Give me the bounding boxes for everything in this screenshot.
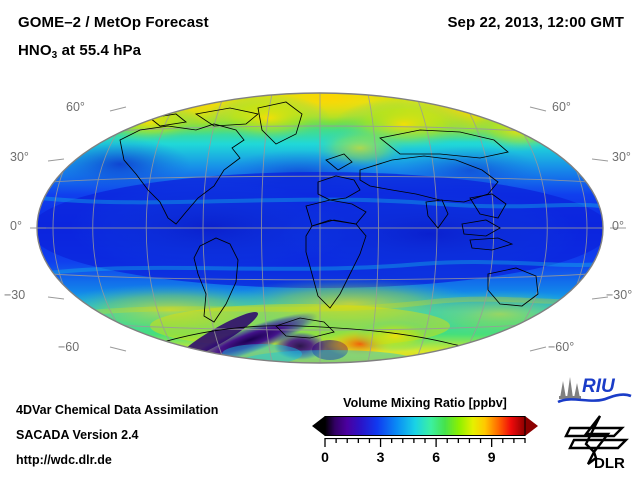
lat-label-right-60: 60° xyxy=(552,100,571,114)
species-level: at 55.4 hPa xyxy=(57,42,142,59)
footer-line-url[interactable]: http://wdc.dlr.de xyxy=(16,453,112,467)
dlr-wordmark: DLR xyxy=(594,455,625,472)
species-prefix: HNO xyxy=(18,42,52,59)
colorbar-tick-label-1: 3 xyxy=(376,449,385,465)
page-title: GOME–2 / MetOp Forecast xyxy=(18,14,209,31)
map-canvas xyxy=(30,92,626,364)
lat-label-right-neg60: −60° xyxy=(548,340,575,354)
colorbar-tick-label-3: 9 xyxy=(487,449,496,465)
colorbar-cap-low xyxy=(312,416,325,436)
coastlines xyxy=(119,101,573,363)
colorbar-title: Volume Mixing Ratio [ppbv] xyxy=(343,396,507,410)
colorbar-tick-label-0: 0 xyxy=(321,449,329,465)
footer-line-version: SACADA Version 2.4 xyxy=(16,428,139,442)
dlr-emblem-icon xyxy=(564,415,629,465)
riu-wordmark: RIU xyxy=(582,376,616,397)
lat-label-left-30: 30° xyxy=(10,150,29,164)
lat-label-left-60: 60° xyxy=(66,100,85,114)
colorbar-tick-label-2: 6 xyxy=(432,449,441,465)
species-subscript: 3 xyxy=(51,50,58,61)
footer-line-method: 4DVar Chemical Data Assimilation xyxy=(16,403,219,417)
axis-ticks xyxy=(30,106,626,352)
lat-label-right-30: 30° xyxy=(612,150,631,164)
dlr-logo: DLR xyxy=(564,414,634,472)
colorbar-band xyxy=(324,416,526,436)
colorbar-tick-marks xyxy=(324,437,526,447)
colorbar: Volume Mixing Ratio [ppbv] 0 3 6 9 xyxy=(312,396,538,474)
lat-label-right-neg30: −30° xyxy=(606,288,633,302)
riu-wave-icon xyxy=(557,393,632,404)
species-subtitle: HNO3 at 55.4 hPa xyxy=(18,42,141,61)
lat-label-left-neg60: −60 xyxy=(58,340,80,354)
lat-label-left-0: 0° xyxy=(10,219,22,233)
global-map: 60° 30° 0° −30 −60 60° 30° 0° −30° −60° xyxy=(0,78,640,378)
lat-label-left-neg30: −30 xyxy=(4,288,26,302)
riu-logo: RIU xyxy=(556,372,632,406)
riu-towers-icon xyxy=(559,377,581,399)
colorbar-gradient xyxy=(312,416,538,436)
colorbar-cap-high xyxy=(525,416,538,436)
timestamp: Sep 22, 2013, 12:00 GMT xyxy=(447,14,624,31)
lat-label-right-0: 0° xyxy=(612,219,624,233)
colorbar-ticks: 0 3 6 9 xyxy=(312,437,538,467)
